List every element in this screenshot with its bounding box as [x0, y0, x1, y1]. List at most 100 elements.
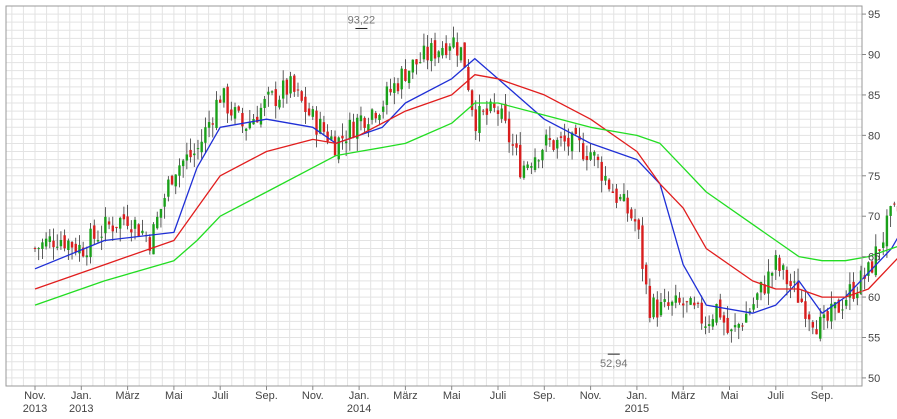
- candle-body: [652, 297, 655, 318]
- y-tick-label: 85: [868, 90, 880, 102]
- candle-body: [659, 301, 663, 316]
- candle-body: [300, 91, 303, 101]
- candle-body: [215, 99, 218, 129]
- candle-body: [244, 128, 248, 131]
- candle-body: [415, 59, 418, 65]
- candle-body: [41, 242, 44, 249]
- candle-body: [548, 138, 552, 141]
- candle-body: [396, 83, 400, 92]
- candle-body: [348, 119, 352, 139]
- candle-body: [511, 144, 515, 146]
- candle-body: [526, 164, 529, 169]
- candle-body: [515, 143, 518, 148]
- candle-body: [170, 175, 174, 185]
- candle-body: [722, 315, 726, 323]
- candle-body: [474, 109, 477, 132]
- candle-body: [663, 299, 666, 302]
- candle-body: [274, 89, 277, 107]
- y-tick-label: 50: [868, 373, 880, 385]
- candle-body: [381, 106, 385, 112]
- candle-body: [737, 323, 740, 328]
- candle-body: [626, 197, 629, 214]
- candle-body: [630, 209, 633, 219]
- candle-body: [715, 303, 718, 323]
- candle-body: [422, 45, 426, 60]
- candle-body: [67, 240, 70, 250]
- candle-body: [389, 88, 392, 93]
- candle-body: [763, 284, 766, 294]
- candle-body: [774, 255, 777, 270]
- candle-body: [752, 304, 755, 310]
- candle-body: [378, 114, 381, 121]
- candle-body: [333, 136, 337, 156]
- candle-body: [733, 325, 737, 328]
- candle-body: [204, 127, 207, 143]
- candle-body: [619, 196, 622, 200]
- candle-body: [744, 313, 748, 323]
- candle-body: [326, 131, 329, 142]
- candle-body: [685, 301, 689, 303]
- candle-body: [600, 161, 603, 181]
- candle-body: [507, 118, 511, 143]
- candle-body: [574, 127, 577, 135]
- candle-body: [544, 134, 548, 146]
- y-tick-label: 70: [868, 211, 880, 223]
- candle-body: [222, 88, 226, 103]
- candle-body: [163, 198, 166, 207]
- candle-body: [782, 265, 785, 270]
- candle-body: [726, 317, 729, 333]
- candle-body: [833, 302, 837, 309]
- candle-body: [430, 43, 433, 62]
- candle-body: [293, 75, 296, 92]
- candle-body: [85, 255, 89, 258]
- moving-average-lines: [34, 57, 897, 314]
- candle-body: [519, 144, 522, 178]
- candle-body: [841, 309, 844, 311]
- candle-body: [678, 297, 681, 303]
- candle-body: [126, 216, 129, 226]
- moving-average-line-2: [34, 74, 897, 298]
- candle-body: [567, 137, 570, 147]
- candle-body: [478, 105, 481, 133]
- candle-body: [370, 109, 374, 120]
- candle-body: [137, 224, 140, 237]
- x-tick-label: Juli: [490, 390, 507, 402]
- candle-body: [533, 157, 537, 170]
- candle-body: [115, 226, 118, 229]
- candle-body: [207, 122, 211, 128]
- candle-body: [337, 137, 340, 160]
- candle-body: [456, 42, 459, 56]
- candle-body: [667, 302, 670, 307]
- candle-body: [644, 264, 648, 285]
- y-tick-label: 55: [868, 332, 880, 344]
- candle-body: [804, 301, 807, 319]
- candle-body: [441, 47, 444, 56]
- candle-body: [522, 165, 526, 178]
- candle-body: [311, 109, 314, 117]
- candle-body: [759, 282, 763, 293]
- candle-body: [304, 96, 307, 113]
- candle-body: [811, 322, 815, 328]
- candle-body: [800, 298, 803, 302]
- candle-body: [141, 230, 144, 234]
- candle-body: [741, 325, 744, 327]
- x-year-label: 2014: [347, 403, 371, 415]
- candle-body: [756, 293, 759, 300]
- candle-body: [356, 117, 359, 139]
- candle-body: [889, 206, 892, 216]
- candle-body: [296, 89, 300, 91]
- candle-body: [807, 314, 811, 320]
- candle-body: [181, 160, 185, 167]
- candle-body: [174, 174, 177, 187]
- x-tick-label: Sep.: [811, 390, 834, 402]
- candle-body: [848, 284, 852, 298]
- candle-body: [281, 80, 285, 99]
- candle-body: [104, 216, 107, 234]
- candle-body: [704, 326, 707, 328]
- candle-body: [852, 281, 855, 299]
- candle-body: [656, 299, 659, 318]
- candle-body: [689, 298, 692, 305]
- candle-body: [419, 62, 422, 64]
- candle-body: [556, 139, 559, 149]
- candle-body: [52, 240, 55, 248]
